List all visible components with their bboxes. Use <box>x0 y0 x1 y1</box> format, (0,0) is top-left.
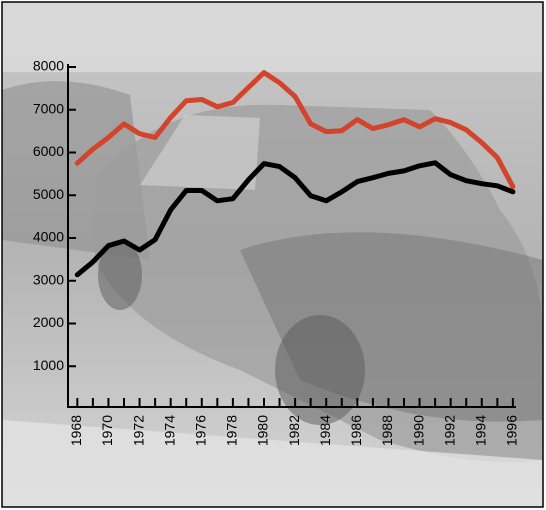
x-tick-label: 1996 <box>504 415 520 446</box>
x-tick-label: 1980 <box>255 415 271 446</box>
x-tick-label: 1972 <box>130 415 146 446</box>
y-tick-label: 4000 <box>33 229 64 245</box>
y-tick-label: 2000 <box>33 314 64 330</box>
y-tick-label: 3000 <box>33 271 64 287</box>
x-tick-label: 1994 <box>472 415 488 446</box>
data-line <box>74 160 516 278</box>
x-tick-label: 1974 <box>161 415 177 446</box>
data-line <box>74 70 516 190</box>
x-tick-label: 1978 <box>224 415 240 446</box>
x-tick-label: 1968 <box>68 415 84 446</box>
y-tick-label: 8000 <box>33 58 64 74</box>
x-tick-label: 1986 <box>348 415 364 446</box>
x-tick-label: 1990 <box>410 415 426 446</box>
x-tick-label: 1970 <box>99 415 115 446</box>
x-tick-label: 1984 <box>317 415 333 446</box>
x-tick-label: 1988 <box>379 415 395 446</box>
x-tick-label: 1992 <box>441 415 457 446</box>
y-tick-label: 5000 <box>33 186 64 202</box>
y-tick-label: 7000 <box>33 100 64 116</box>
x-tick-label: 1982 <box>286 415 302 446</box>
y-tick-label: 1000 <box>33 357 64 373</box>
x-tick-label: 1976 <box>192 415 208 446</box>
y-tick-label: 6000 <box>33 143 64 159</box>
